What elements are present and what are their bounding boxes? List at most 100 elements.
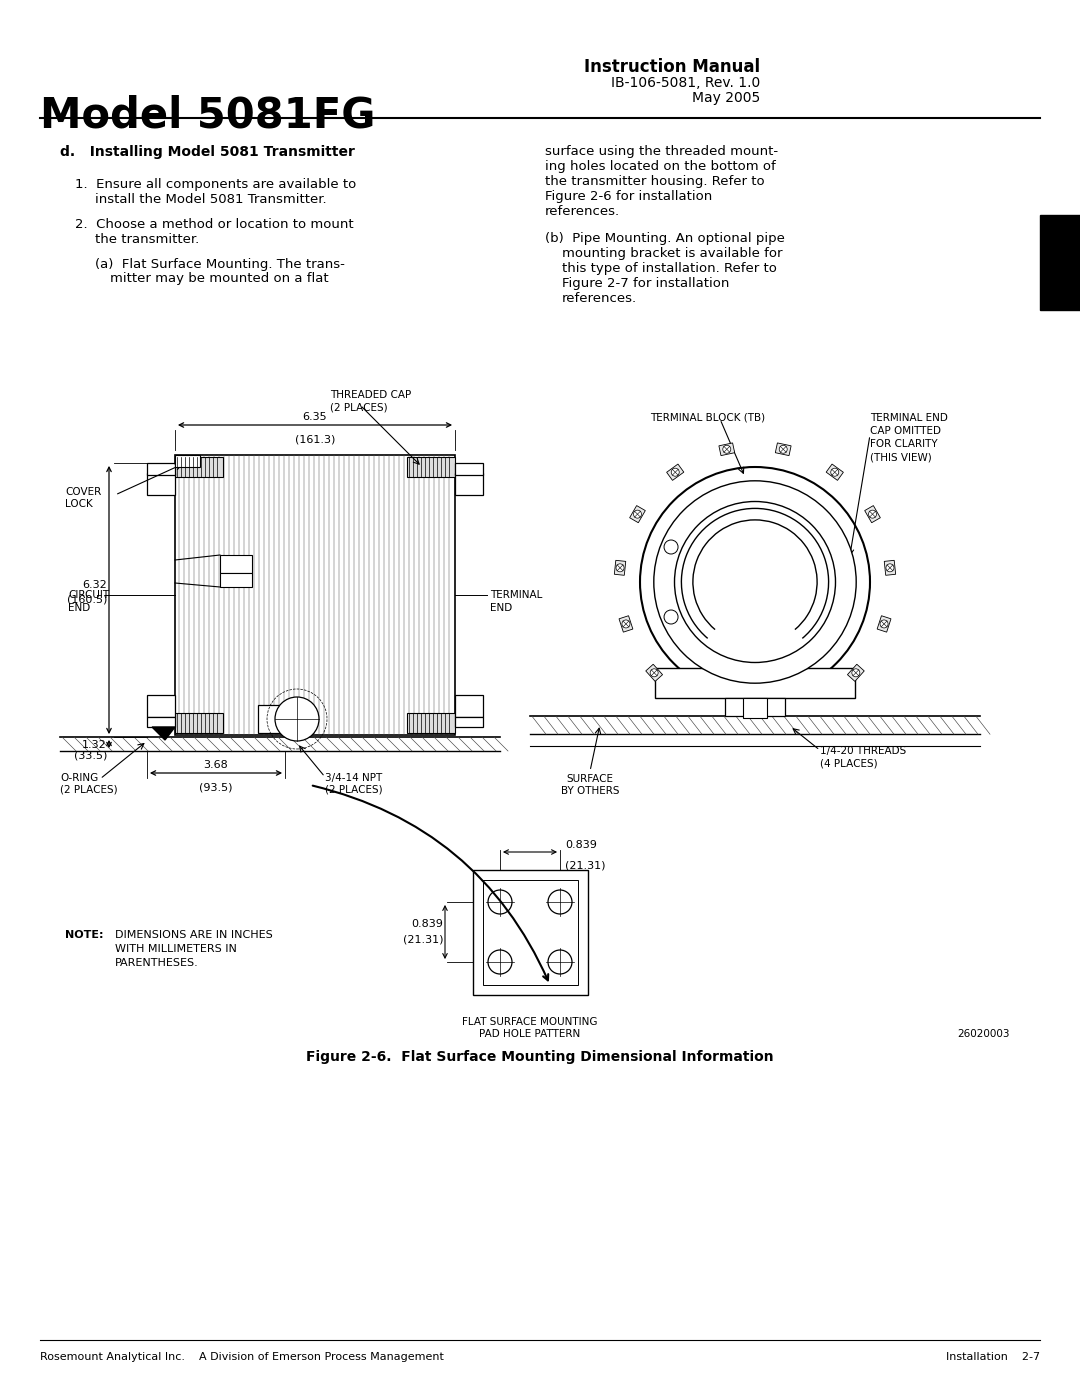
Bar <box>147 694 175 717</box>
Text: the transmitter.: the transmitter. <box>95 233 199 246</box>
Text: (a)  Flat Surface Mounting. The trans-: (a) Flat Surface Mounting. The trans- <box>95 258 345 271</box>
Circle shape <box>880 620 888 627</box>
Circle shape <box>779 446 787 453</box>
Text: Figure 2-6 for installation: Figure 2-6 for installation <box>545 190 712 203</box>
Bar <box>455 717 483 726</box>
Bar <box>258 705 313 733</box>
Text: IB-106-5081, Rev. 1.0: IB-106-5081, Rev. 1.0 <box>611 75 760 89</box>
Text: ing holes located on the bottom of: ing holes located on the bottom of <box>545 161 775 173</box>
Circle shape <box>831 468 839 476</box>
Circle shape <box>852 669 860 676</box>
Text: PAD HOLE PATTERN: PAD HOLE PATTERN <box>480 1030 581 1039</box>
Text: THREADED CAP: THREADED CAP <box>330 390 411 400</box>
Text: NOTE:: NOTE: <box>65 930 104 940</box>
Text: (THIS VIEW): (THIS VIEW) <box>870 453 932 462</box>
Bar <box>646 664 662 682</box>
Bar <box>175 455 455 735</box>
Bar <box>220 555 252 573</box>
Circle shape <box>640 467 870 697</box>
Text: 0.839: 0.839 <box>411 919 443 929</box>
Circle shape <box>723 446 731 453</box>
Bar <box>619 616 633 631</box>
Text: (21.31): (21.31) <box>403 935 443 944</box>
Text: 6.35: 6.35 <box>302 412 327 422</box>
Text: COVER: COVER <box>65 488 102 497</box>
Text: TERMINAL BLOCK (TB): TERMINAL BLOCK (TB) <box>650 414 765 423</box>
Text: May 2005: May 2005 <box>692 91 760 105</box>
Circle shape <box>275 697 319 740</box>
Text: SURFACE: SURFACE <box>567 774 613 784</box>
Text: Figure 2-7 for installation: Figure 2-7 for installation <box>562 277 729 291</box>
Text: 3.68: 3.68 <box>204 760 228 770</box>
Bar <box>743 698 767 718</box>
Text: TERMINAL END: TERMINAL END <box>870 414 948 423</box>
Bar <box>147 474 175 495</box>
Text: 1.  Ensure all components are available to: 1. Ensure all components are available t… <box>75 177 356 191</box>
Text: 1/4-20 THREADS: 1/4-20 THREADS <box>820 746 906 756</box>
Bar <box>1040 215 1080 310</box>
Text: (b)  Pipe Mounting. An optional pipe: (b) Pipe Mounting. An optional pipe <box>545 232 785 244</box>
Circle shape <box>672 468 679 476</box>
Text: FLAT SURFACE MOUNTING: FLAT SURFACE MOUNTING <box>462 1017 597 1027</box>
Bar <box>865 506 880 522</box>
Bar <box>719 443 734 455</box>
Text: WITH MILLIMETERS IN: WITH MILLIMETERS IN <box>114 944 237 954</box>
Text: (2 PLACES): (2 PLACES) <box>60 785 118 795</box>
Text: (161.3): (161.3) <box>295 434 335 446</box>
Text: d.   Installing Model 5081 Transmitter: d. Installing Model 5081 Transmitter <box>60 145 355 159</box>
Bar <box>407 457 455 476</box>
Bar <box>455 462 483 475</box>
Bar <box>654 668 855 698</box>
Text: PARENTHESES.: PARENTHESES. <box>114 958 199 968</box>
Bar <box>455 474 483 495</box>
Text: this type of installation. Refer to: this type of installation. Refer to <box>562 263 777 275</box>
Text: (4 PLACES): (4 PLACES) <box>820 759 878 768</box>
Circle shape <box>675 502 836 662</box>
Circle shape <box>650 669 658 676</box>
Bar <box>175 455 200 467</box>
Text: END: END <box>490 604 512 613</box>
Text: TERMINAL: TERMINAL <box>490 590 542 599</box>
Bar <box>175 457 222 476</box>
Circle shape <box>664 610 678 624</box>
Bar <box>826 464 843 481</box>
Text: BY OTHERS: BY OTHERS <box>561 787 619 796</box>
Text: 3/4-14 NPT: 3/4-14 NPT <box>325 773 382 782</box>
Text: (160.5): (160.5) <box>67 595 107 605</box>
Text: references.: references. <box>545 205 620 218</box>
Text: (33.5): (33.5) <box>73 752 107 761</box>
Text: the transmitter housing. Refer to: the transmitter housing. Refer to <box>545 175 765 189</box>
Text: 2.  Choose a method or location to mount: 2. Choose a method or location to mount <box>75 218 353 231</box>
Bar <box>666 464 684 481</box>
Text: mounting bracket is available for: mounting bracket is available for <box>562 247 783 260</box>
Circle shape <box>868 510 877 518</box>
Circle shape <box>488 950 512 974</box>
Text: (2 PLACES): (2 PLACES) <box>325 785 382 795</box>
Text: 2: 2 <box>1053 246 1067 264</box>
Circle shape <box>488 890 512 914</box>
Text: references.: references. <box>562 292 637 305</box>
Circle shape <box>616 564 624 571</box>
Text: CAP OMITTED: CAP OMITTED <box>870 426 941 436</box>
Text: 26020003: 26020003 <box>958 1030 1010 1039</box>
Circle shape <box>664 541 678 555</box>
Text: (21.31): (21.31) <box>565 861 606 870</box>
Text: Installation    2-7: Installation 2-7 <box>946 1352 1040 1362</box>
Circle shape <box>886 564 894 571</box>
Bar <box>455 694 483 717</box>
Bar <box>725 698 785 717</box>
Text: (2 PLACES): (2 PLACES) <box>330 402 388 414</box>
Text: 0.839: 0.839 <box>565 840 597 849</box>
Bar <box>473 870 588 995</box>
Bar <box>483 880 578 985</box>
Text: 6.32: 6.32 <box>82 580 107 590</box>
Circle shape <box>548 950 572 974</box>
Bar <box>220 573 252 587</box>
Text: Model 5081FG: Model 5081FG <box>40 95 376 137</box>
Text: END: END <box>68 604 91 613</box>
Text: O-RING: O-RING <box>60 773 98 782</box>
Text: (93.5): (93.5) <box>199 782 233 793</box>
Bar <box>147 462 175 475</box>
Bar <box>877 616 891 631</box>
Text: FOR CLARITY: FOR CLARITY <box>870 439 937 448</box>
